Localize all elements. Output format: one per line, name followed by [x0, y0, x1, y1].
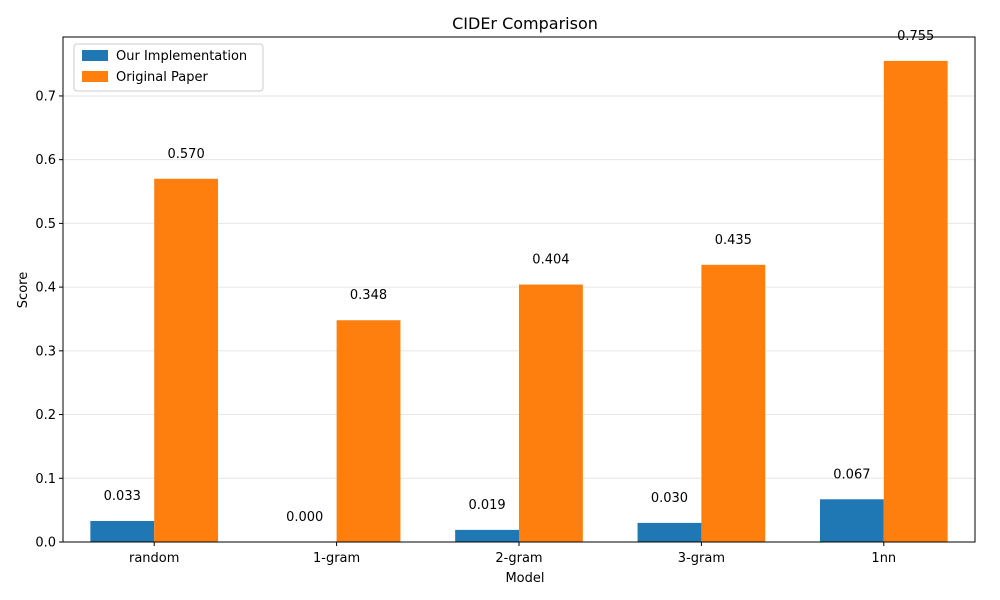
- value-label-our-implementation-1-gram: 0.000: [286, 510, 323, 525]
- legend-label-original-paper: Original Paper: [116, 70, 208, 85]
- bar-our-implementation-2-gram: [455, 529, 519, 542]
- bar-our-implementation-1nn: [819, 499, 884, 542]
- y-tick-label: 0.2: [35, 408, 56, 423]
- y-tick-label: 0.5: [35, 217, 56, 232]
- y-tick-label: 0.6: [35, 153, 56, 168]
- x-tick-label-1-gram: 1-gram: [313, 551, 360, 566]
- value-label-original-paper-2-gram: 0.404: [532, 253, 569, 268]
- x-tick-label-2-gram: 2-gram: [495, 551, 542, 566]
- legend-swatch-original-paper: [82, 71, 108, 82]
- value-label-our-implementation-2-gram: 0.019: [468, 498, 505, 513]
- x-tick-label-3-gram: 3-gram: [678, 551, 725, 566]
- value-label-original-paper-1nn: 0.755: [897, 29, 934, 44]
- y-axis-label: Score: [16, 272, 31, 308]
- legend-label-our-implementation: Our Implementation: [116, 49, 247, 64]
- legend: Our Implementation Original Paper: [73, 43, 264, 92]
- chart-title: CIDEr Comparison: [452, 14, 598, 33]
- x-tick-label-1nn: 1nn: [871, 551, 896, 566]
- bar-original-paper-1nn: [883, 60, 948, 542]
- y-tick-label: 0.3: [35, 344, 56, 359]
- value-labels: 0.033 0.570 0.000 0.348 0.019 0.404 0.030 0.435…: [104, 29, 935, 525]
- axes: 0.0 0.1 0.2 0.3 0.4 0.5 0.6 0.7 random 1-gram 2-gr…: [35, 36, 976, 566]
- value-label-our-implementation-3-gram: 0.030: [651, 491, 688, 506]
- legend-frame: [73, 43, 264, 92]
- y-tick-label: 0.4: [35, 281, 56, 296]
- legend-swatch-our-implementation: [82, 50, 108, 61]
- bar-original-paper-2-gram: [519, 284, 583, 542]
- bar-original-paper-1-gram: [336, 320, 401, 542]
- y-tick-label: 0.0: [35, 536, 56, 551]
- bar-our-implementation-random: [90, 520, 155, 542]
- value-label-original-paper-random: 0.570: [168, 147, 205, 162]
- x-tick-label-random: random: [129, 551, 179, 566]
- y-tick-label: 0.1: [35, 472, 56, 487]
- bars: [90, 60, 948, 542]
- x-axis-label: Model: [505, 571, 544, 586]
- value-label-original-paper-1-gram: 0.348: [350, 288, 387, 303]
- bar-original-paper-3-gram: [701, 264, 766, 542]
- value-label-original-paper-3-gram: 0.435: [715, 233, 752, 248]
- value-label-our-implementation-1nn: 0.067: [833, 467, 870, 482]
- value-label-our-implementation-random: 0.033: [104, 489, 141, 504]
- y-tick-label: 0.7: [35, 89, 56, 104]
- bar-our-implementation-3-gram: [637, 522, 702, 542]
- bar-original-paper-random: [154, 178, 219, 542]
